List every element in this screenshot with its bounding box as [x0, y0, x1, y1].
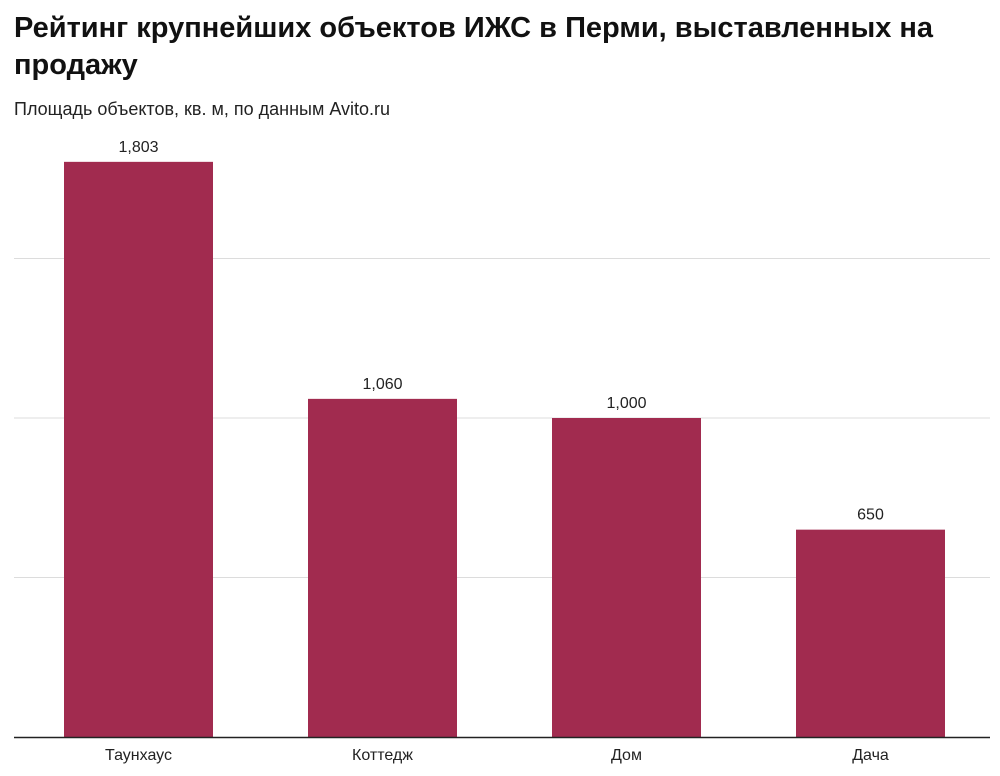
chart-title: Рейтинг крупнейших объектов ИЖС в Перми,… [14, 12, 934, 81]
data-label: 1,060 [362, 376, 402, 393]
data-label: 1,803 [118, 139, 158, 156]
bar-Дом [552, 418, 701, 737]
x-tick-label: Дача [852, 747, 889, 764]
x-tick-label: Таунхаус [105, 747, 172, 764]
bar-Коттедж [308, 398, 457, 737]
chart-subtitle: Площадь объектов, кв. м, по данным Avito… [14, 99, 391, 119]
x-tick-label: Дом [611, 747, 642, 764]
bar-Дача [796, 529, 945, 737]
bar-Таунхаус [64, 161, 213, 737]
x-tick-label: Коттедж [352, 747, 413, 764]
data-label: 650 [857, 507, 884, 524]
data-label: 1,000 [606, 395, 646, 412]
